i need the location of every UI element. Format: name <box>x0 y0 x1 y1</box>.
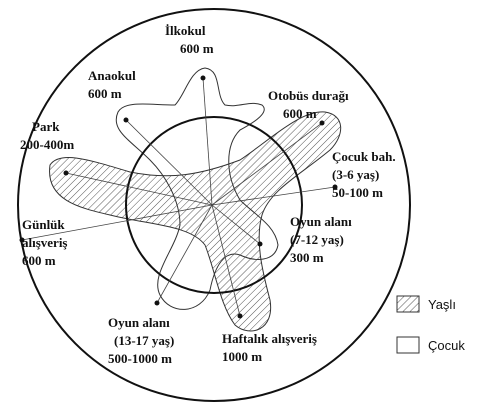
child-area <box>115 67 279 310</box>
node-label: Çocuk bah. <box>332 149 396 164</box>
node-label: Haftalık alışveriş <box>222 331 317 346</box>
node-label: 300 m <box>290 250 324 265</box>
node-label: (3-6 yaş) <box>332 167 379 182</box>
node-dot <box>154 300 160 306</box>
node-label: (13-17 yaş) <box>114 333 174 348</box>
node-dot <box>123 117 129 123</box>
node-dot <box>237 313 243 319</box>
node-label: 500-1000 m <box>108 351 172 366</box>
node-label: 50-100 m <box>332 185 383 200</box>
node-dot <box>257 241 263 247</box>
legend-label: Çocuk <box>428 338 465 353</box>
node-label: 600 m <box>283 106 317 121</box>
spoke <box>211 122 323 206</box>
node-label: Park <box>32 119 60 134</box>
node-label: alışveriş <box>22 235 68 250</box>
spoke <box>202 77 213 206</box>
node-label: (7-12 yaş) <box>290 232 344 247</box>
node-label: Otobüs durağı <box>268 88 349 103</box>
node-label: 600 m <box>22 253 56 268</box>
node-label: Oyun alanı <box>290 214 352 229</box>
spoke <box>21 204 213 241</box>
node-label: Anaokul <box>88 68 136 83</box>
node-label: 200-400m <box>20 137 74 152</box>
legend-swatch-child <box>396 336 420 354</box>
node-dot <box>319 120 325 126</box>
node-label: 600 m <box>180 41 214 56</box>
spoke <box>211 204 261 245</box>
node-dot <box>200 75 206 81</box>
node-dot <box>332 184 338 190</box>
node-label: Oyun alanı <box>108 315 170 330</box>
node-label: Günlük <box>22 217 65 232</box>
elderly-area <box>49 111 342 332</box>
spoke <box>65 172 213 206</box>
spoke <box>156 204 213 304</box>
node-dot <box>63 170 69 176</box>
node-label: 600 m <box>88 86 122 101</box>
node-label: İlkokul <box>165 23 206 38</box>
spoke <box>211 204 241 317</box>
node-dot <box>19 237 25 243</box>
outer-circle <box>17 8 411 402</box>
legend-swatch-elderly <box>396 295 420 313</box>
spoke <box>125 119 213 206</box>
spoke <box>211 186 336 206</box>
inner-circle <box>125 116 303 294</box>
node-label: 1000 m <box>222 349 262 364</box>
legend-label: Yaşlı <box>428 297 456 312</box>
